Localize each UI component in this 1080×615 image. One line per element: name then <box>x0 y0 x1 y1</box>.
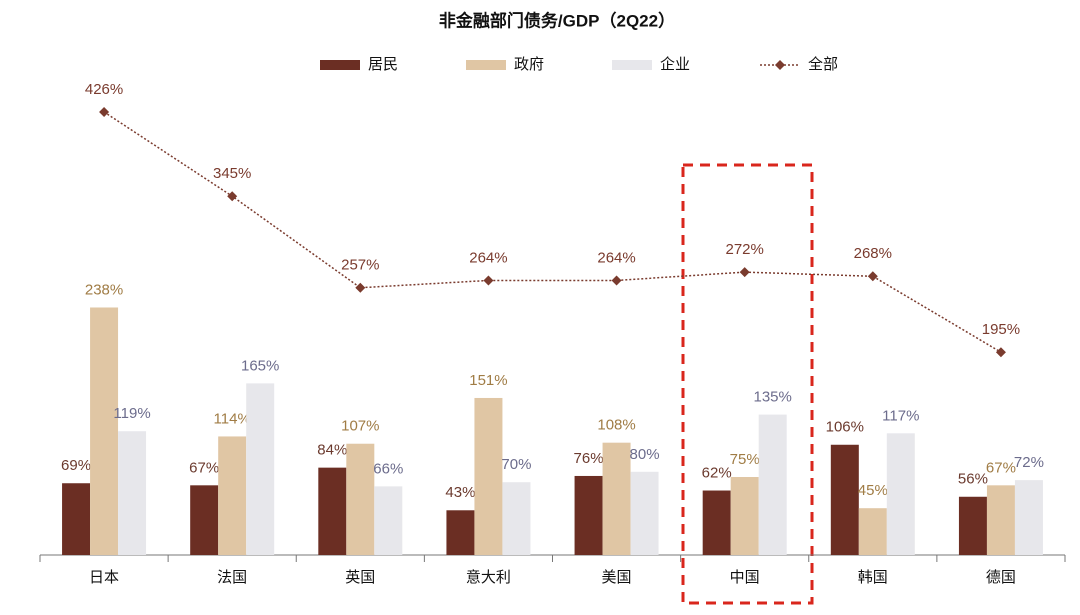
bar <box>702 490 731 555</box>
bar <box>118 431 147 555</box>
value-label: 268% <box>854 245 892 262</box>
value-label: 345% <box>213 165 251 182</box>
bar <box>958 496 987 555</box>
bar <box>318 467 347 555</box>
value-label: 117% <box>882 407 919 424</box>
line-marker <box>739 267 750 278</box>
value-label: 264% <box>597 249 635 266</box>
line-marker <box>611 275 622 286</box>
legend-label: 企业 <box>660 55 690 73</box>
value-label: 238% <box>85 281 123 298</box>
x-tick-label: 英国 <box>345 568 375 586</box>
bar <box>374 486 403 555</box>
bar <box>190 485 219 555</box>
legend-marker <box>775 60 785 70</box>
value-label: 75% <box>730 451 760 468</box>
line-marker <box>483 275 494 286</box>
value-label: 135% <box>754 389 792 406</box>
line-marker <box>995 347 1006 358</box>
value-label: 151% <box>469 372 507 389</box>
value-label: 165% <box>241 357 279 374</box>
value-label: 114% <box>214 410 251 427</box>
value-label: 67% <box>986 459 1016 476</box>
bar <box>346 443 375 555</box>
value-label: 62% <box>702 464 732 481</box>
x-tick-label: 韩国 <box>858 569 888 586</box>
bar <box>218 436 247 555</box>
bar <box>758 414 787 555</box>
bar <box>886 433 915 555</box>
value-label: 69% <box>61 457 91 474</box>
value-label: 66% <box>373 460 403 477</box>
highlight-box <box>681 163 814 605</box>
bar <box>986 485 1015 555</box>
line-marker <box>227 191 238 202</box>
x-tick-label: 德国 <box>986 568 1016 586</box>
value-label: 76% <box>574 450 604 467</box>
legend-swatch <box>320 60 360 70</box>
value-label: 257% <box>341 257 379 274</box>
value-label: 84% <box>317 442 347 459</box>
total-line <box>103 111 1002 353</box>
bar <box>502 482 531 555</box>
value-label: 195% <box>982 321 1020 338</box>
value-label: 119% <box>113 405 150 422</box>
value-label: 70% <box>501 456 531 473</box>
bar <box>90 307 119 555</box>
value-label: 67% <box>189 459 219 476</box>
value-label: 426% <box>85 81 123 98</box>
value-label: 56% <box>958 471 988 488</box>
bar <box>1014 480 1043 555</box>
line-marker <box>355 282 366 293</box>
legend-swatch <box>466 60 506 70</box>
value-label: 264% <box>469 249 507 266</box>
legend-label: 政府 <box>514 56 544 73</box>
bar <box>474 397 503 555</box>
bar <box>730 477 759 555</box>
value-label: 107% <box>341 418 379 435</box>
legend-label: 全部 <box>808 55 838 73</box>
value-label: 108% <box>597 417 635 434</box>
x-tick-label: 中国 <box>730 569 760 586</box>
chart-title: 非金融部门债务/GDP（2Q22） <box>439 10 675 30</box>
x-tick-label: 日本 <box>89 569 119 586</box>
bar <box>630 471 659 555</box>
value-label: 45% <box>858 482 888 499</box>
value-label: 72% <box>1014 454 1044 471</box>
bar <box>574 475 603 555</box>
value-label: 106% <box>826 419 864 436</box>
value-label: 80% <box>630 446 660 463</box>
x-tick-label: 美国 <box>602 569 632 586</box>
value-label: 272% <box>726 241 764 258</box>
x-tick-label: 法国 <box>217 569 247 586</box>
bar <box>446 510 475 555</box>
bar <box>246 383 275 555</box>
value-label: 43% <box>445 484 475 501</box>
legend-swatch <box>612 60 652 70</box>
line-marker <box>867 271 878 282</box>
legend-label: 居民 <box>368 56 398 73</box>
bar <box>62 483 91 555</box>
x-tick-label: 意大利 <box>466 568 511 586</box>
bar <box>830 444 859 555</box>
line-marker <box>99 106 110 117</box>
bar <box>858 508 887 555</box>
bar <box>602 442 631 555</box>
